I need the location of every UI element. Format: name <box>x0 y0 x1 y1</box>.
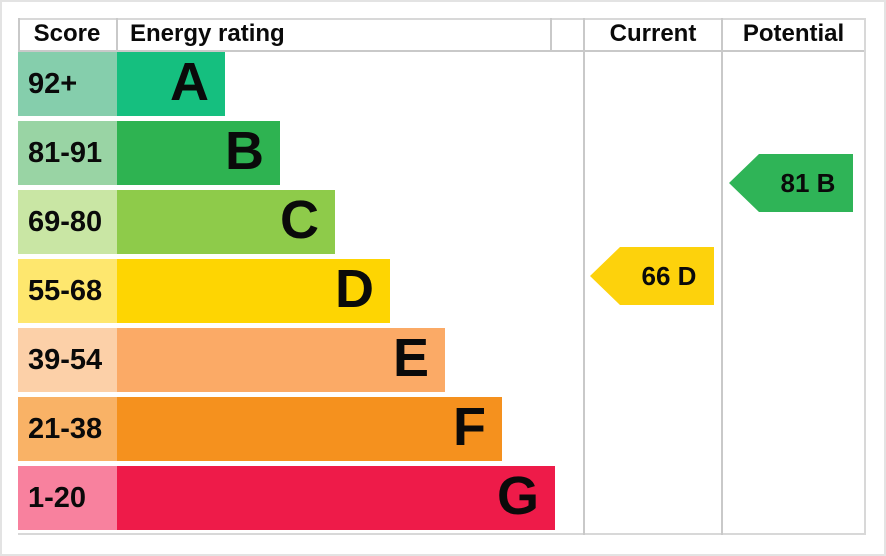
energy-rating-column-header: Energy rating <box>130 20 285 47</box>
potential-rating-arrow: 81 B <box>729 154 853 212</box>
potential-column-header: Potential <box>742 20 845 47</box>
current-column-header: Current <box>609 20 697 47</box>
score-range-g: 1-20 <box>18 466 117 530</box>
current-rating-arrow: 66 D <box>590 247 714 305</box>
band-bar-f: F <box>117 397 502 461</box>
band-row-a: 92+ A <box>18 52 225 116</box>
band-letter-a: A <box>170 52 209 112</box>
header-underline <box>18 50 866 52</box>
potential-column-line <box>721 18 723 535</box>
band-row-e: 39-54 E <box>18 328 445 392</box>
band-bar-a: A <box>117 52 225 116</box>
potential-rating-value: 81 B <box>781 168 836 198</box>
band-bar-b: B <box>117 121 280 185</box>
table-right-border <box>864 18 866 535</box>
score-range-d: 55-68 <box>18 259 117 323</box>
band-row-g: 1-20 G <box>18 466 555 530</box>
band-letter-d: D <box>335 259 374 319</box>
band-row-d: 55-68 D <box>18 259 390 323</box>
band-row-c: 69-80 C <box>18 190 335 254</box>
band-row-b: 81-91 B <box>18 121 280 185</box>
band-letter-f: F <box>453 397 486 457</box>
current-rating-value: 66 D <box>642 261 697 291</box>
score-column-header: Score <box>33 20 101 47</box>
band-letter-g: G <box>496 466 539 526</box>
energy-rating-header-divider <box>550 18 552 50</box>
band-bar-g: G <box>117 466 555 530</box>
band-letter-e: E <box>392 328 429 388</box>
band-letter-c: C <box>280 190 319 250</box>
potential-arrow-shape <box>729 154 853 212</box>
band-bar-c: C <box>117 190 335 254</box>
band-bar-d: D <box>117 259 390 323</box>
table-bottom-border <box>18 533 866 535</box>
current-column-line <box>583 18 585 535</box>
band-row-f: 21-38 F <box>18 397 502 461</box>
score-range-b: 81-91 <box>18 121 117 185</box>
band-bar-e: E <box>117 328 445 392</box>
current-arrow-shape <box>590 247 714 305</box>
score-range-a: 92+ <box>18 52 117 116</box>
score-header-divider <box>116 18 118 50</box>
score-range-e: 39-54 <box>18 328 117 392</box>
header-left-border <box>18 18 20 50</box>
band-letter-b: B <box>225 121 264 181</box>
score-range-f: 21-38 <box>18 397 117 461</box>
score-range-c: 69-80 <box>18 190 117 254</box>
table-top-border <box>18 18 866 20</box>
